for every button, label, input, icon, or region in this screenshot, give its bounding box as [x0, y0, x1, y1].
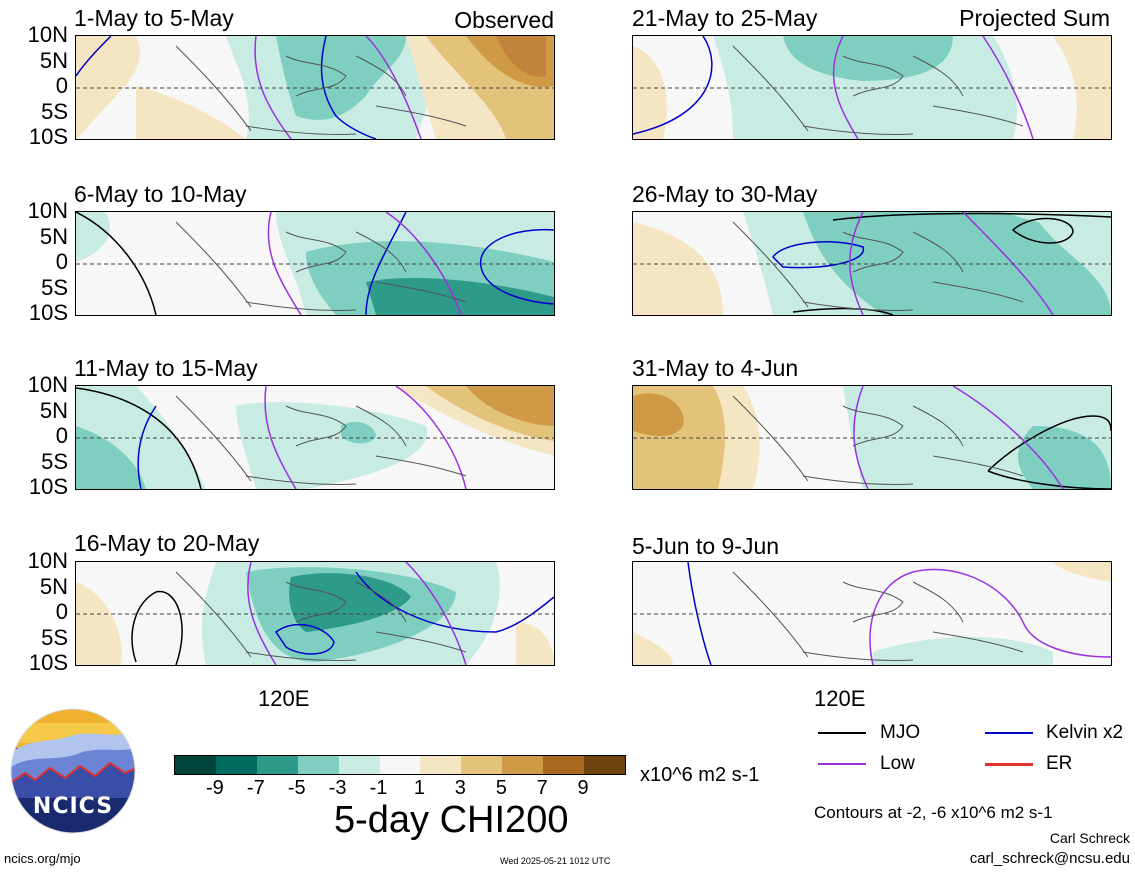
lat-tick-label: 5N: [39, 47, 68, 73]
cb-swatch: [502, 756, 544, 774]
map-panel-2: [75, 211, 555, 316]
map-panel-3: [75, 385, 555, 490]
lat-tick-label: 10N: [27, 22, 68, 47]
lat-tick-label: 0: [55, 73, 68, 98]
colorbar: [174, 755, 626, 775]
legend-low-label: Low: [880, 753, 915, 774]
colorbar-tick-label: 9: [577, 777, 589, 799]
map-panel-7: [632, 385, 1112, 490]
lat-tick-label: 10S: [28, 474, 68, 499]
lat-tick-label: 5S: [41, 624, 68, 650]
lon-label-left: 120E: [258, 686, 310, 711]
map-panel-5: [632, 35, 1112, 140]
panel-title-6: 26-May to 30-May: [632, 181, 818, 207]
timestamp: Wed 2025-05-21 1012 UTC: [500, 856, 611, 866]
legend-low-line: [818, 763, 866, 765]
legend-kelvin-line: [985, 732, 1033, 734]
contours-note: Contours at -2, -6 x10^6 m2 s-1: [814, 803, 1053, 822]
colorbar-tick-label: 5: [495, 777, 507, 799]
legend-mjo-label: MJO: [880, 722, 921, 743]
lat-tick-label: 10S: [28, 300, 68, 325]
ncics-logo: NCICS: [10, 708, 136, 834]
author-name: Carl Schreck: [1049, 830, 1130, 846]
colorbar-tick-label: -5: [287, 777, 306, 799]
cb-swatch: [338, 756, 380, 774]
lat-tick-label: 10N: [27, 372, 68, 397]
colorbar-tick-label: -9: [206, 777, 224, 799]
cb-swatch: [379, 756, 421, 774]
lat-tick-label: 0: [55, 599, 68, 624]
lat-tick-label: 5N: [39, 223, 68, 249]
lat-tick-label: 5S: [41, 98, 68, 124]
lat-tick-label: 5S: [41, 448, 68, 474]
legend-mjo-line: [818, 732, 866, 734]
lon-label-right: 120E: [814, 686, 866, 711]
logo-text: NCICS: [32, 794, 114, 819]
cb-swatch: [175, 756, 216, 774]
map-panel-6: [632, 211, 1112, 316]
panel-title-3: 11-May to 15-May: [74, 355, 258, 381]
panel-title-5: 21-May to 25-May: [632, 5, 818, 31]
map-panel-1: [75, 35, 555, 140]
colorbar-tick-label: 3: [454, 777, 466, 799]
colorbar-tick-label: -3: [328, 777, 347, 799]
lat-tick-label: 5N: [39, 573, 68, 599]
colorbar-tick-label: -7: [246, 777, 265, 799]
cb-swatch: [543, 756, 585, 774]
legend-kelvin-label: Kelvin x2: [1046, 722, 1124, 743]
lat-tick-label: 10N: [27, 548, 68, 573]
colorbar-tick-label: 7: [536, 777, 548, 799]
panel-title-4: 16-May to 20-May: [74, 530, 260, 556]
lat-tick-label: 5N: [39, 397, 68, 423]
author-email[interactable]: carl_schreck@ncsu.edu: [969, 850, 1130, 867]
map-panel-4: [75, 561, 555, 666]
panel-title-2: 6-May to 10-May: [74, 181, 247, 207]
legend-er-label: ER: [1046, 753, 1073, 774]
map-panel-8: [632, 561, 1112, 666]
cb-swatch: [297, 756, 339, 774]
colorbar-units: x10^6 m2 s-1: [640, 764, 760, 786]
lat-tick-label: 10S: [28, 124, 68, 149]
panel-title-7: 31-May to 4-Jun: [632, 355, 799, 381]
legend-er-line: [985, 763, 1033, 766]
panel-title-1: 1-May to 5-May: [74, 5, 234, 31]
logo-graphic: [10, 708, 136, 834]
colorbar-tick-label: 1: [413, 777, 426, 799]
projected-label: Projected Sum: [959, 5, 1110, 31]
observed-label: Observed: [454, 7, 554, 33]
site-url[interactable]: ncics.org/mjo: [4, 851, 81, 866]
lat-tick-label: 10N: [27, 198, 68, 223]
panel-title-8: 5-Jun to 9-Jun: [632, 533, 780, 559]
cb-swatch: [461, 756, 503, 774]
colorbar-title: 5-day CHI200: [334, 799, 569, 841]
lat-tick-label: 10S: [28, 650, 68, 675]
cb-swatch: [256, 756, 298, 774]
lat-tick-label: 0: [55, 249, 68, 274]
cb-swatch: [584, 756, 625, 774]
lat-tick-label: 5S: [41, 274, 68, 300]
lat-tick-label: 0: [55, 423, 68, 448]
cb-swatch: [215, 756, 257, 774]
colorbar-tick-label: -1: [369, 777, 388, 799]
cb-swatch: [420, 756, 462, 774]
